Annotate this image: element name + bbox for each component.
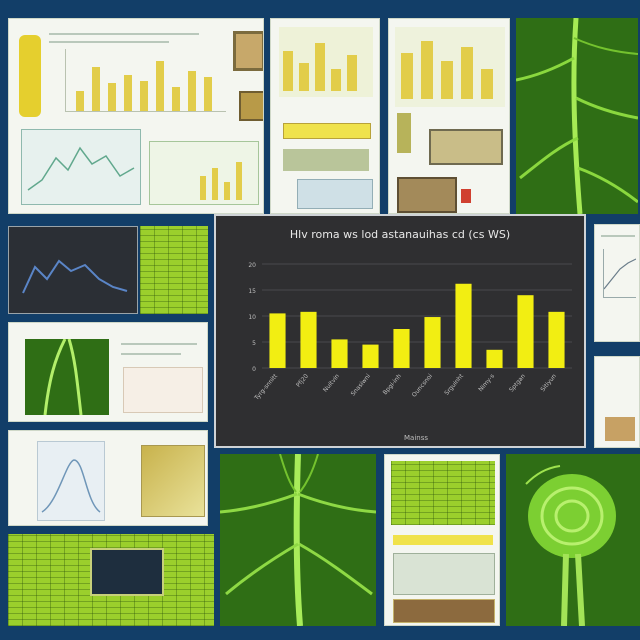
photo-thumbnail — [605, 417, 635, 441]
bar-nuitvin — [331, 339, 348, 368]
mini-bar-chart — [279, 27, 373, 97]
leaf-thumbnail — [25, 339, 109, 415]
bar-pfj20 — [300, 311, 317, 368]
green-table-tile — [140, 226, 208, 314]
document-tile-gauges — [270, 18, 380, 214]
red-icon — [461, 189, 471, 203]
x-tick-label: Nuitvin — [322, 373, 341, 394]
y-tick-label: 0 — [252, 366, 256, 373]
bar-sptgan — [517, 295, 534, 368]
y-tick-label: 15 — [248, 288, 256, 295]
chart-canvas: Hlv roma ws lod astanauihas cd (cs WS) M… — [248, 228, 572, 442]
main-bar-chart: Hlv roma ws lod astanauihas cd (cs WS) M… — [214, 214, 586, 448]
x-tick-label: Snasiwni — [350, 373, 373, 398]
bar-srguinht — [455, 283, 472, 368]
dark-screen-panel — [90, 548, 164, 596]
x-tick-label: Pfj20 — [295, 373, 310, 389]
x-tick-label: Srguinht — [443, 372, 465, 396]
bar-nimy-s — [486, 349, 503, 368]
leaf-photo-top-right — [516, 18, 638, 214]
bar-tyrg-snnitt — [269, 313, 286, 368]
table-panel — [149, 141, 259, 205]
x-tick-label: Ouncsnoi — [411, 373, 435, 399]
x-tick-labels: Tyrg-snnitt Pfj20 Nuitvin Snasiwni Bpgi-inh O… — [253, 372, 559, 402]
document-tile-bar-charts — [8, 18, 264, 214]
document-tile-bottom-middle — [384, 454, 500, 626]
bar-snasiwni — [362, 344, 379, 368]
x-axis-label: Mainss — [404, 434, 428, 442]
document-tile-right-small — [594, 224, 640, 342]
leaf-scan-panel — [141, 445, 205, 517]
yellow-strip — [393, 535, 493, 545]
info-panel — [297, 179, 373, 209]
chart-title: Hlv roma ws lod astanauihas cd (cs WS) — [290, 228, 510, 241]
photo-thumbnail — [393, 553, 495, 595]
chart-bars — [269, 283, 565, 368]
dark-line-chart-tile — [8, 226, 138, 314]
photo-thumbnail — [429, 129, 503, 165]
y-tick-label: 5 — [252, 340, 256, 347]
yellow-device-icon — [19, 35, 41, 117]
green-table-panel — [391, 461, 495, 525]
y-tick-label: 10 — [248, 314, 256, 321]
document-tile-right-lower — [594, 356, 640, 448]
x-tick-label: Sitiyun — [539, 373, 558, 393]
photo-thumbnail — [397, 113, 411, 153]
mini-bar-chart — [65, 49, 226, 112]
text-line — [121, 353, 181, 355]
y-tick-label: 20 — [248, 262, 256, 269]
photo-thumbnail — [397, 177, 457, 213]
mini-line-chart — [123, 367, 203, 413]
x-tick-label: Tyrg-snnitt — [253, 372, 280, 402]
photo-thumbnail — [239, 91, 263, 121]
text-line — [601, 235, 635, 237]
x-tick-label: Sptgan — [508, 373, 527, 394]
line-chart-panel — [21, 129, 141, 205]
leaf-photo-bottom-right — [506, 454, 640, 626]
photo-thumbnail — [393, 599, 495, 623]
document-tile-photos — [388, 18, 510, 214]
bar-ouncsnoi — [424, 317, 441, 368]
mini-line-chart — [603, 249, 637, 298]
document-tile-area-chart — [8, 430, 208, 526]
text-line — [49, 33, 199, 35]
bar-bpgi-inh — [393, 329, 410, 368]
mini-area-chart — [37, 441, 105, 521]
info-panel — [283, 149, 369, 171]
x-tick-label: Bpgi-inh — [382, 373, 403, 397]
text-line — [49, 41, 169, 43]
x-tick-label: Nimy-s — [477, 373, 496, 393]
mini-bar-chart — [395, 27, 505, 107]
document-tile-leaf-report — [8, 322, 208, 422]
yellow-strip — [283, 123, 371, 139]
bar-sitiyun — [548, 311, 565, 368]
green-spreadsheet-tile — [8, 534, 214, 626]
y-tick-labels: 0 5 10 15 20 — [248, 262, 256, 373]
leaf-photo-bottom-left — [220, 454, 376, 626]
text-line — [121, 343, 197, 345]
photo-thumbnail — [233, 31, 263, 71]
